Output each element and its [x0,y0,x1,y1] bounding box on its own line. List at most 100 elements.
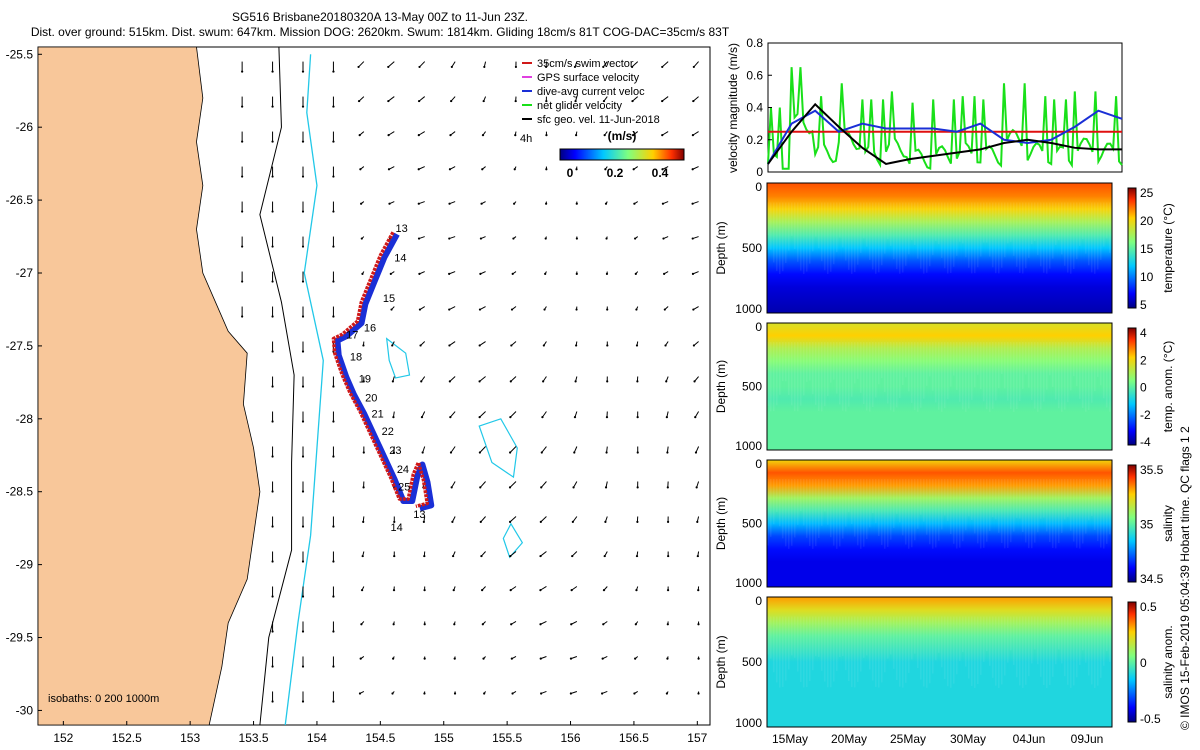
geo-arrow [542,411,547,418]
profile-stripe [917,202,919,259]
geo-arrow-head [665,416,668,419]
geo-arrow [540,481,547,488]
section-colorbar-tick: 0.5 [1140,600,1157,614]
profile-stripe [992,479,994,518]
profile-stripe [911,616,913,660]
profile-stripe [782,616,784,687]
geo-arrow-head [697,589,700,592]
velocity-ytick-label: 0.2 [746,133,763,147]
profile-stripe [1109,202,1111,253]
track-day-label: 22 [382,426,394,438]
profile-stripe [830,342,832,383]
geo-arrow-head [271,630,274,633]
profile-stripe [851,616,853,688]
profile-stripe [1055,342,1057,400]
section-colorbar-tick: -4 [1140,435,1151,449]
geo-arrow-head [634,272,637,275]
seamount-isobath-3 [502,522,524,559]
section-ytick-label: 500 [742,380,762,394]
geo-arrow-head [301,595,305,598]
geo-arrow-head [636,486,639,489]
profile-stripe [899,479,901,523]
profile-stripe [824,202,826,271]
geo-arrow-head [635,308,638,311]
geo-arrow-head [542,344,545,347]
section-ylabel: Depth (m) [714,221,728,274]
profile-stripe [1001,479,1003,543]
geo-arrow-head [423,554,426,558]
profile-stripe [968,479,970,517]
geo-arrow-head [301,490,305,493]
geo-arrow [692,131,699,136]
profile-stripe [1010,202,1012,242]
profile-stripe [1061,616,1063,664]
geo-arrow-head [332,315,335,318]
geo-arrow-head [602,589,606,592]
geo-arrow-head [545,134,548,137]
geo-arrow-head [417,134,420,137]
profile-stripe [1085,202,1087,254]
profile-stripe [848,616,850,682]
geo-arrow-head [332,210,335,213]
geo-arrow-head [448,272,451,275]
geo-arrow [450,446,456,453]
profile-stripe [812,342,814,395]
profile-stripe [941,616,943,668]
geo-arrow-head [450,486,453,489]
track-day-label: 24 [397,464,409,476]
colorbar-label: (m/s) [608,129,637,143]
geo-arrow-head [332,420,335,423]
legend-label: dive-avg current veloc [537,86,645,98]
profile-stripe [920,479,922,515]
section-colorbar-label: temperature (°C) [1161,203,1175,293]
profile-stripe [1079,202,1081,246]
profile-stripe [1046,479,1048,532]
profile-stripe [962,616,964,652]
section-colorbar-tick: -0.5 [1140,712,1161,726]
profile-stripe [962,202,964,244]
geo-arrow-head [663,272,666,275]
profile-stripe [890,202,892,246]
section-field-0 [767,183,1112,313]
profile-stripe [827,479,829,525]
geo-arrow-head [301,700,305,703]
geo-arrow-head [448,237,451,240]
geo-arrow-head [508,520,512,524]
geo-arrow-head [449,416,452,419]
profile-stripe [929,342,931,377]
section-ytick-label: 500 [742,241,762,255]
profile-stripe [785,202,787,264]
geo-arrow-head [691,237,694,240]
section-colorbar-label: salinity anom. [1161,625,1175,698]
geo-arrow-head [634,623,637,626]
track-day-label: 18 [350,351,362,363]
geo-arrow-head [666,589,670,592]
geo-arrow-head [635,554,639,558]
profile-stripe [839,616,841,657]
profile-stripe [875,202,877,274]
profile-stripe [995,616,997,686]
geo-arrow [449,411,456,418]
profile-stripe [1013,342,1015,412]
geo-arrow-head [508,486,512,489]
profile-stripe [794,342,796,412]
profile-stripe [851,342,853,397]
geo-arrow-head [481,589,484,592]
geo-arrow [358,61,365,68]
profile-stripe [1088,479,1090,521]
geo-arrow-head [417,168,420,171]
profile-stripe [899,202,901,274]
geo-arrow-head [510,344,513,347]
geo-arrow [419,61,426,68]
section-colorbar-tick: 4 [1140,326,1147,340]
profile-stripe [857,202,859,265]
profile-stripe [1076,342,1078,387]
isobath-1000m [284,54,324,725]
profile-stripe [854,479,856,537]
geo-arrow-head [332,665,335,668]
profile-stripe [851,479,853,524]
geo-arrow-head [692,65,695,69]
section-colorbar-0 [1127,187,1137,309]
track-day-label: 14 [390,522,402,534]
geo-arrow-head [545,99,548,103]
